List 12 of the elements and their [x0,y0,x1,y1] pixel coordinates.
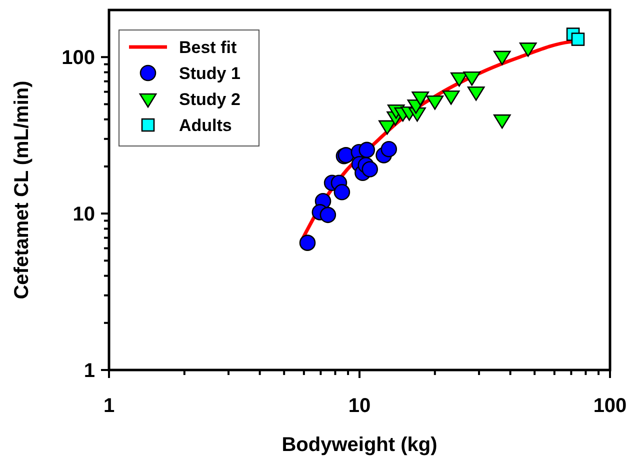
y-tick-label: 100 [62,47,95,70]
legend-label: Study 1 [179,64,240,83]
legend-label: Best fit [179,38,237,57]
x-tick-label: 1 [103,395,115,417]
legend-label: Adults [179,116,232,135]
legend-label: Study 2 [179,90,240,109]
y-axis-title: Cefetamet CL (mL/min) [11,80,33,300]
x-tick-label: 100 [593,395,627,417]
y-tick-label: 10 [72,204,95,226]
x-axis-title: Bodyweight (kg) [282,434,438,456]
y-tick-label: 1 [84,360,95,382]
x-tick-label: 10 [348,395,371,417]
